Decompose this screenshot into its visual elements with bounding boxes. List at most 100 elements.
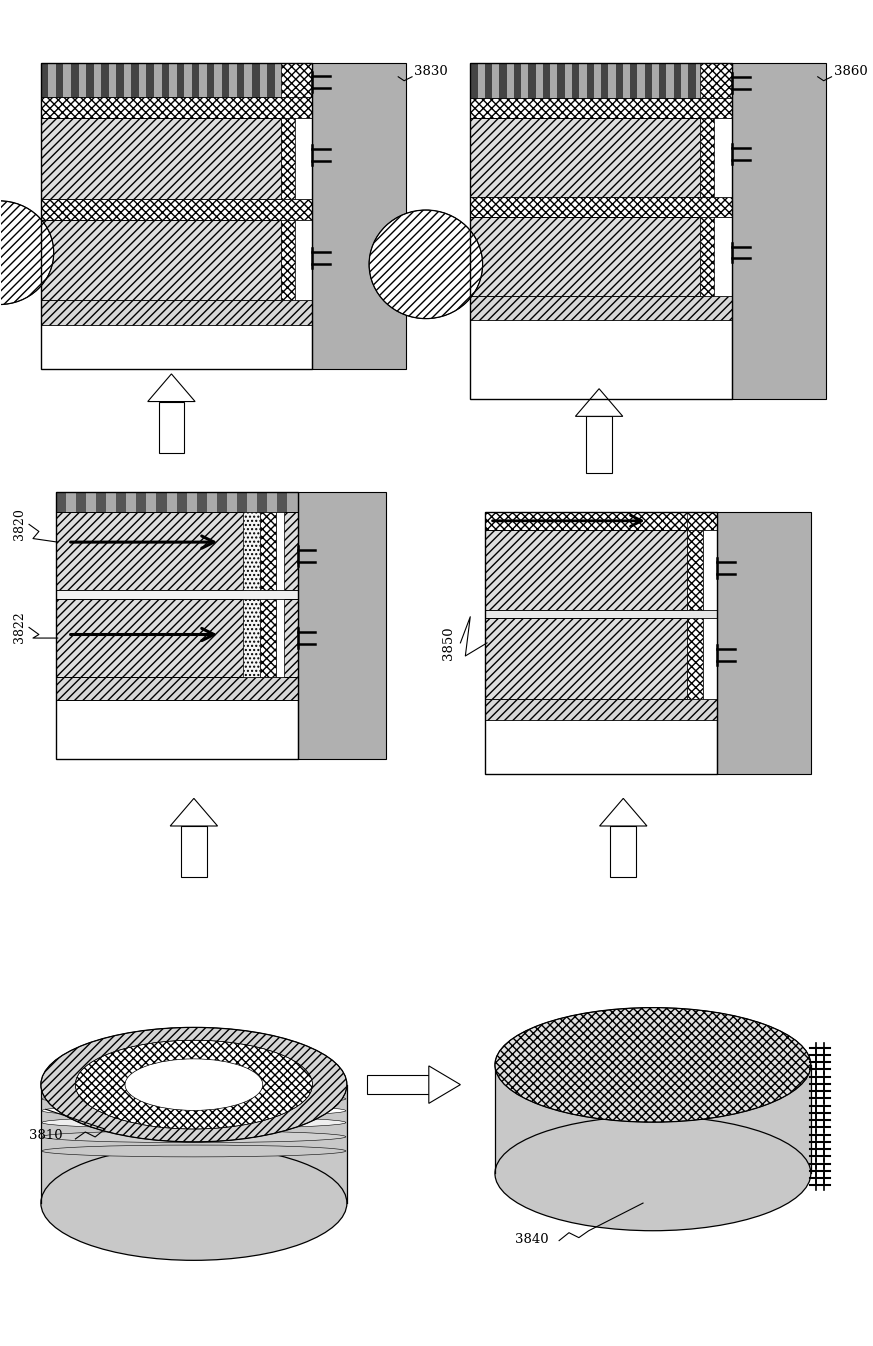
Bar (485, 63, 492, 98)
Bar (717, 511, 811, 774)
Bar (543, 63, 550, 98)
Bar (41, 118, 281, 199)
Bar (587, 416, 612, 472)
Bar (528, 63, 536, 98)
Bar (207, 63, 214, 97)
Bar (116, 63, 124, 97)
Bar (687, 618, 704, 699)
Bar (237, 493, 247, 511)
Bar (703, 63, 710, 98)
Bar (294, 219, 313, 300)
Text: 3810: 3810 (29, 1129, 63, 1141)
Bar (116, 493, 127, 511)
Bar (630, 63, 637, 98)
Ellipse shape (369, 210, 483, 319)
Bar (192, 63, 199, 97)
Bar (367, 1074, 429, 1094)
Ellipse shape (0, 201, 54, 304)
Bar (56, 63, 64, 97)
Bar (714, 217, 732, 296)
Bar (485, 610, 717, 618)
Bar (297, 63, 305, 97)
Bar (41, 97, 313, 118)
Bar (56, 493, 298, 759)
Bar (485, 529, 687, 610)
Bar (147, 63, 154, 97)
Bar (587, 63, 594, 98)
Bar (485, 511, 717, 529)
Bar (601, 63, 608, 98)
Text: 3840: 3840 (515, 1233, 548, 1245)
Text: 3822: 3822 (12, 611, 25, 643)
Text: 3830: 3830 (414, 65, 448, 78)
Polygon shape (41, 1085, 347, 1203)
Bar (687, 511, 717, 529)
Polygon shape (429, 1066, 460, 1104)
Bar (71, 63, 79, 97)
Bar (471, 98, 732, 118)
Bar (159, 401, 184, 452)
Bar (276, 599, 284, 677)
Bar (131, 63, 139, 97)
Bar (56, 493, 298, 511)
Bar (196, 493, 207, 511)
Bar (485, 699, 717, 720)
Bar (471, 296, 732, 319)
Polygon shape (575, 389, 622, 416)
Ellipse shape (495, 1008, 811, 1123)
Bar (704, 618, 717, 699)
Bar (176, 63, 184, 97)
Bar (136, 493, 147, 511)
Bar (281, 219, 313, 300)
Bar (687, 529, 704, 610)
Bar (156, 493, 167, 511)
Bar (644, 63, 652, 98)
Bar (86, 63, 93, 97)
Bar (56, 599, 298, 677)
Bar (514, 63, 521, 98)
Bar (471, 63, 478, 98)
Bar (56, 677, 298, 700)
Bar (714, 118, 732, 198)
Bar (101, 63, 109, 97)
Bar (41, 199, 313, 219)
Bar (258, 493, 267, 511)
Ellipse shape (75, 1040, 313, 1129)
Text: 3850: 3850 (442, 626, 455, 660)
Bar (298, 493, 387, 759)
Bar (659, 63, 666, 98)
Bar (471, 217, 700, 296)
Bar (260, 511, 276, 590)
Bar (718, 63, 725, 98)
Text: 3860: 3860 (834, 65, 867, 78)
Bar (294, 118, 313, 199)
Bar (499, 63, 506, 98)
Bar (176, 493, 187, 511)
Bar (96, 493, 106, 511)
Bar (76, 493, 86, 511)
Bar (674, 63, 681, 98)
Ellipse shape (125, 1059, 263, 1110)
Bar (704, 529, 717, 610)
Bar (615, 63, 622, 98)
Bar (217, 493, 227, 511)
Bar (558, 63, 565, 98)
Ellipse shape (41, 1027, 347, 1141)
Bar (282, 63, 290, 97)
Bar (56, 493, 65, 511)
Bar (700, 63, 732, 98)
Polygon shape (495, 1065, 811, 1174)
Bar (276, 511, 284, 590)
Ellipse shape (41, 1145, 347, 1260)
Bar (41, 219, 281, 300)
Bar (267, 63, 275, 97)
Bar (41, 63, 313, 97)
Bar (485, 618, 687, 699)
Bar (471, 63, 732, 398)
Ellipse shape (42, 1105, 346, 1117)
Bar (41, 300, 313, 324)
Bar (56, 590, 298, 599)
Bar (471, 198, 732, 217)
Bar (260, 599, 276, 677)
Bar (313, 63, 406, 369)
